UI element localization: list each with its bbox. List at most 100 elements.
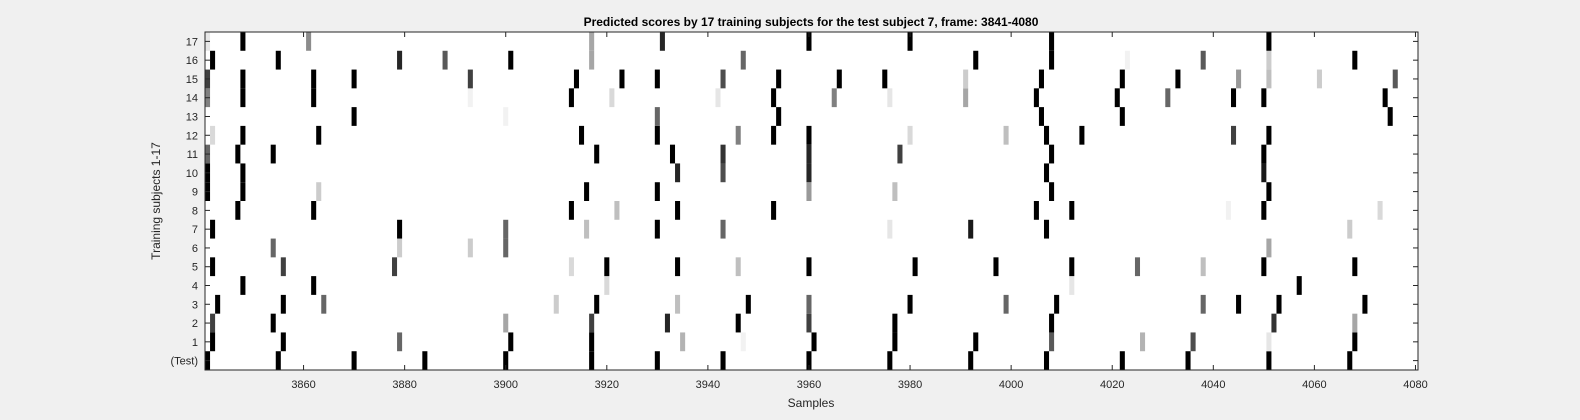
heatmap-cell bbox=[270, 313, 276, 333]
heatmap-cell bbox=[1271, 313, 1277, 333]
heatmap-cell bbox=[240, 32, 246, 51]
heatmap-cell bbox=[1003, 125, 1009, 145]
heatmap-cell bbox=[680, 332, 686, 352]
heatmap-cell bbox=[1236, 294, 1242, 314]
heatmap-cell bbox=[210, 50, 216, 70]
heatmap-cell bbox=[1200, 257, 1206, 277]
y-tick-label: 10 bbox=[186, 168, 198, 180]
heatmap-cell bbox=[1043, 125, 1050, 145]
heatmap-cell bbox=[882, 69, 888, 89]
heatmap-cell bbox=[1049, 32, 1055, 51]
heatmap-cell bbox=[1049, 332, 1055, 352]
heatmap-cell bbox=[968, 219, 974, 239]
y-tick-label: 13 bbox=[186, 112, 198, 124]
x-tick-label: 3940 bbox=[696, 379, 720, 391]
heatmap-cell bbox=[1033, 201, 1039, 220]
heatmap-cell bbox=[654, 351, 660, 370]
heatmap-cell bbox=[280, 257, 286, 277]
heatmap-cell bbox=[654, 69, 660, 89]
heatmap-cell bbox=[831, 88, 837, 108]
heatmap-cell bbox=[1049, 50, 1055, 70]
y-tick-label: 11 bbox=[187, 149, 198, 161]
heatmap-cell bbox=[963, 88, 969, 108]
heatmap-cell bbox=[887, 351, 893, 370]
heatmap-cell bbox=[589, 351, 595, 370]
heatmap-cell bbox=[1114, 88, 1120, 108]
heatmap-cell bbox=[397, 50, 403, 70]
heatmap-cell bbox=[897, 144, 903, 164]
heatmap-cell bbox=[1038, 69, 1044, 89]
heatmap-cell bbox=[568, 257, 574, 277]
heatmap-cell bbox=[1276, 294, 1282, 314]
heatmap-cell bbox=[1190, 332, 1196, 352]
heatmap-cell bbox=[1266, 125, 1272, 145]
heatmap-cell bbox=[316, 182, 322, 201]
y-tick-label: 5 bbox=[192, 262, 198, 274]
heatmap-cell bbox=[508, 332, 514, 352]
x-tick-label: 4080 bbox=[1403, 379, 1427, 391]
heatmap-cell bbox=[589, 332, 595, 352]
heatmap-cell bbox=[1140, 332, 1146, 352]
heatmap-cell bbox=[1261, 163, 1267, 183]
x-tick-label: 3880 bbox=[392, 379, 416, 391]
heatmap-cell bbox=[568, 88, 574, 108]
y-tick-label: 3 bbox=[192, 299, 198, 311]
heatmap-cell bbox=[1185, 351, 1191, 370]
heatmap-cell bbox=[553, 294, 559, 314]
heatmap-cell bbox=[1043, 351, 1050, 370]
heatmap-cell bbox=[503, 219, 509, 239]
heatmap-cell bbox=[1043, 219, 1050, 239]
x-tick-label: 3900 bbox=[493, 379, 517, 391]
heatmap-cell bbox=[806, 125, 812, 145]
heatmap-cell bbox=[1225, 201, 1231, 220]
y-tick-label: 16 bbox=[186, 55, 198, 67]
heatmap-cell bbox=[467, 69, 473, 89]
heatmap-cell bbox=[351, 351, 357, 370]
heatmap-cell bbox=[604, 257, 610, 277]
y-tick-label: 7 bbox=[192, 224, 198, 236]
heatmap-cell bbox=[311, 276, 317, 295]
heatmap-cell bbox=[240, 125, 246, 145]
heatmap-cell bbox=[442, 50, 448, 70]
y-tick-label: 17 bbox=[186, 36, 198, 48]
heatmap-cell bbox=[584, 219, 590, 239]
heatmap-cell bbox=[735, 313, 741, 333]
heatmap-cell bbox=[720, 219, 726, 239]
heatmap-cell bbox=[1352, 332, 1358, 352]
heatmap-cell bbox=[275, 50, 281, 70]
heatmap-cell bbox=[280, 294, 286, 314]
heatmap-cell bbox=[659, 32, 665, 51]
heatmap-cell bbox=[235, 201, 241, 220]
heatmap-cell bbox=[1003, 294, 1009, 314]
y-tick-label: 15 bbox=[186, 74, 198, 86]
heatmap-cell bbox=[210, 332, 216, 352]
heatmap-cell bbox=[654, 125, 660, 145]
heatmap-cell bbox=[579, 125, 585, 145]
heatmap-cell bbox=[1352, 313, 1358, 333]
heatmap-cell bbox=[912, 257, 918, 277]
heatmap-cell bbox=[1316, 69, 1322, 89]
heatmap-cell bbox=[745, 294, 751, 314]
heatmap-cell bbox=[1261, 88, 1267, 108]
x-tick-label: 3920 bbox=[595, 379, 619, 391]
heatmap-cell bbox=[568, 201, 574, 220]
x-tick-label: 4020 bbox=[1100, 379, 1124, 391]
heatmap-cell bbox=[887, 219, 893, 239]
heatmap-cell bbox=[654, 182, 660, 201]
heatmap-cell bbox=[720, 144, 726, 164]
heatmap-cell bbox=[619, 69, 625, 89]
heatmap-cell bbox=[1261, 257, 1267, 277]
heatmap-cell bbox=[604, 276, 610, 295]
heatmap-cell bbox=[1200, 50, 1206, 70]
heatmap-cell bbox=[1038, 107, 1044, 126]
heatmap-cell bbox=[1119, 351, 1125, 370]
heatmap-cell bbox=[806, 182, 812, 201]
heatmap-cell bbox=[321, 294, 327, 314]
heatmap-cell bbox=[892, 182, 898, 201]
heatmap-cell bbox=[1200, 294, 1206, 314]
heatmap-cell bbox=[210, 257, 216, 277]
heatmap-cell bbox=[467, 88, 473, 108]
heatmap-cell bbox=[806, 32, 812, 51]
